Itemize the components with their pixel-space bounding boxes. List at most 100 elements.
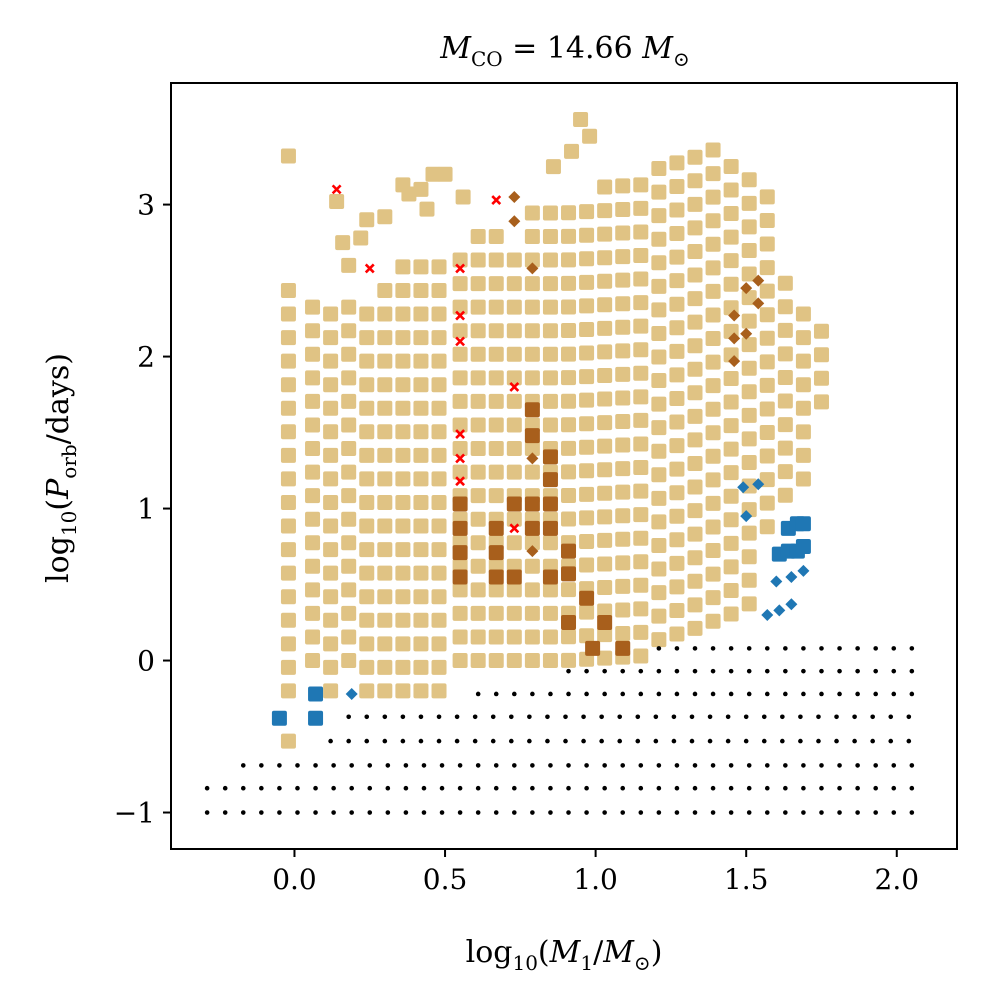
outcome-tan-point	[280, 518, 296, 534]
outcome-tan-point	[705, 590, 721, 606]
outcome-tan-point	[542, 299, 558, 315]
outcome-brown-diamond-point	[526, 545, 539, 558]
outcome-black-point	[728, 691, 734, 697]
outcome-tan-point	[741, 384, 757, 400]
outcome-tan-point	[431, 377, 447, 393]
outcome-tan-point	[687, 385, 703, 401]
outcome-brown-diamond-point	[740, 327, 753, 340]
outcome-tan-point	[452, 323, 468, 339]
outcome-tan-point	[759, 260, 775, 276]
outcome-black-point	[689, 738, 695, 744]
outcome-tan-point	[431, 353, 447, 369]
outcome-blue-point	[308, 686, 324, 702]
outcome-tan-point	[470, 605, 486, 621]
outcome-tan-point	[651, 632, 667, 648]
outcome-tan-point	[359, 306, 375, 322]
outcome-tan-point	[413, 306, 429, 322]
outcome-black-point	[620, 763, 626, 768]
outcome-black-point	[909, 691, 915, 697]
outcome-tan-point	[323, 659, 339, 675]
outcome-brown-diamond-point	[752, 297, 765, 310]
outcome-brown-point	[452, 569, 468, 585]
outcome-black-point	[620, 691, 626, 697]
outcome-black-point	[671, 714, 677, 720]
outcome-tan-point	[741, 219, 757, 235]
outcome-tan-point	[280, 424, 296, 440]
outcome-tan-point	[687, 314, 703, 330]
outcome-black-point	[548, 810, 553, 815]
outcome-tan-point	[795, 471, 811, 487]
outcome-tan-point	[687, 338, 703, 354]
outcome-tan-point	[741, 242, 757, 258]
outcome-black-point	[746, 646, 752, 651]
outcome-tan-point	[633, 271, 649, 287]
outcome-black-point	[493, 810, 499, 815]
outcome-black-point	[816, 714, 821, 720]
outcome-black-point	[873, 763, 878, 768]
x-tick-label: 1.0	[573, 863, 618, 896]
outcome-tan-point	[741, 549, 757, 565]
x-axis-label: log10(M1/M⊙)	[466, 935, 663, 975]
outcome-black-point	[421, 785, 427, 791]
outcome-black-point	[873, 785, 878, 791]
outcome-tan-point	[597, 320, 613, 336]
outcome-tan-point	[633, 554, 649, 570]
outcome-black-point	[837, 646, 842, 651]
outcome-tan-point	[377, 636, 393, 652]
outcome-tan-point	[615, 555, 631, 571]
outcome-tan-point	[813, 394, 829, 410]
outcome-black-point	[457, 763, 463, 768]
outcome-tan-point	[705, 566, 721, 582]
outcome-brown-point	[488, 545, 504, 561]
outcome-tan-point	[431, 282, 447, 298]
outcome-tan-point	[561, 511, 577, 527]
outcome-tan-point	[506, 323, 522, 339]
outcome-tan-point	[413, 659, 429, 675]
outcome-tan-point	[452, 370, 468, 386]
outcome-tan-point	[470, 276, 486, 292]
outcome-tan-point	[452, 605, 468, 621]
outcome-black-point	[852, 738, 857, 744]
outcome-tan-point	[542, 346, 558, 362]
outcome-black-point	[909, 668, 915, 674]
y-axis: −1 0 1 2 3	[114, 189, 171, 830]
outcome-tan-point	[341, 511, 357, 527]
outcome-tan-point	[395, 424, 411, 440]
outcome-black-point	[728, 668, 734, 674]
outcome-tan-point	[633, 295, 649, 311]
outcome-tan-point	[741, 572, 757, 588]
outcome-tan-point	[777, 440, 793, 456]
outcome-tan-point	[524, 653, 540, 669]
outcome-black-point	[891, 785, 897, 791]
outcome-black-point	[475, 810, 481, 815]
outcome-black-point	[548, 691, 553, 697]
outcome-brown-point	[524, 520, 540, 536]
outcome-tan-point	[687, 550, 703, 566]
outcome-black-point	[584, 763, 589, 768]
outcome-black-point	[725, 714, 731, 720]
outcome-tan-point	[723, 418, 739, 434]
outcome-black-point	[906, 738, 912, 744]
outcome-tan-point	[359, 447, 375, 463]
outcome-tan-point	[280, 733, 296, 749]
outcome-tan-point	[723, 206, 739, 222]
outcome-tan-point	[488, 229, 504, 245]
outcome-tan-point	[377, 494, 393, 510]
outcome-tan-point	[561, 275, 577, 291]
outcome-tan-point	[377, 447, 393, 463]
outcome-tan-point	[323, 565, 339, 581]
outcome-brown-point	[561, 566, 577, 582]
outcome-black-point	[584, 810, 589, 815]
outcome-tan-point	[470, 299, 486, 315]
outcome-tan-point	[377, 659, 393, 675]
outcome-black-point	[855, 763, 860, 768]
outcome-tan-point	[323, 589, 339, 605]
outcome-tan-point	[723, 276, 739, 292]
outcome-black-point	[783, 691, 788, 697]
outcome-tan-point	[705, 189, 721, 205]
outcome-tan-point	[705, 307, 721, 323]
outcome-tan-point	[395, 447, 411, 463]
outcome-tan-point	[597, 391, 613, 407]
outcome-black-point	[638, 691, 644, 697]
outcome-tan-point	[633, 601, 649, 617]
